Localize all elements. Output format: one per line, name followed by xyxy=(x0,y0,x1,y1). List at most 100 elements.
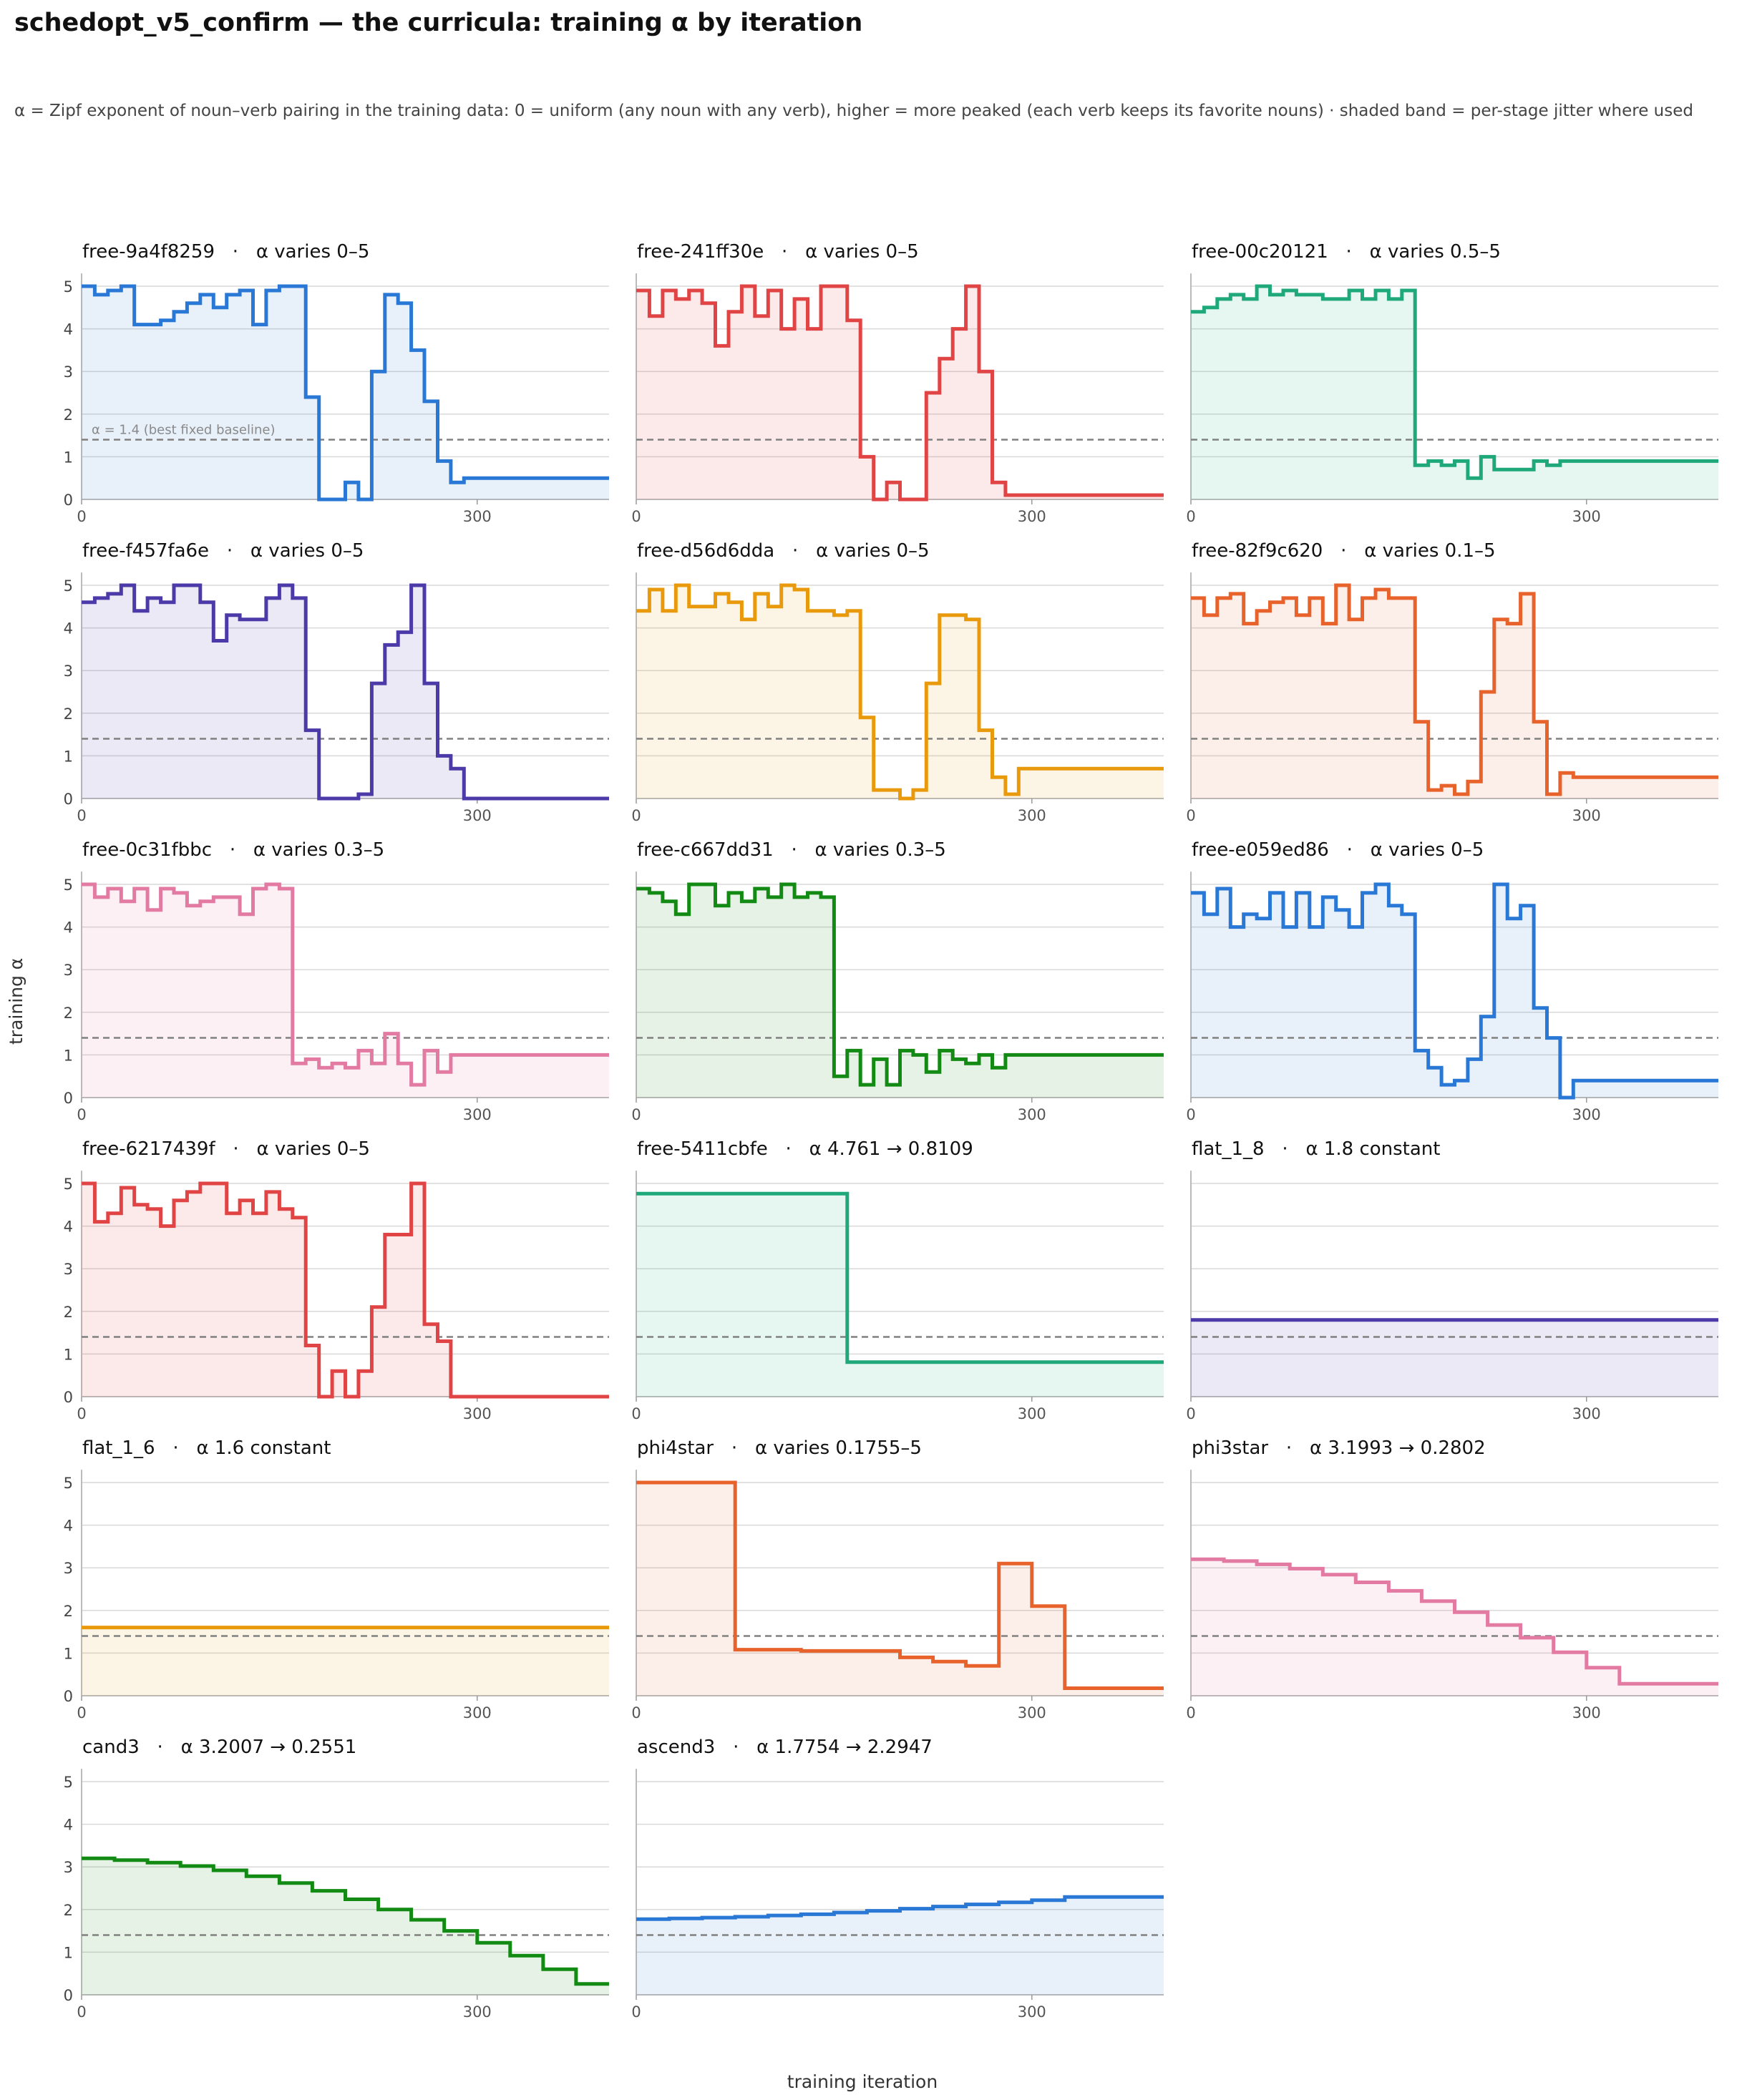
series-line xyxy=(636,284,1164,502)
y-tick-label: 3 xyxy=(64,663,73,680)
y-tick-label: 3 xyxy=(64,962,73,979)
series-line xyxy=(636,882,1164,1087)
page-subtitle: α = Zipf exponent of noun–verb pairing i… xyxy=(14,102,1693,120)
y-tick-label: 4 xyxy=(64,321,73,338)
panel-ascend3: 0 300 ascend3 · α 1.7754 → 2.2947 xyxy=(631,1737,1164,2021)
x-axis-label: training iteration xyxy=(787,2071,938,2092)
panel-title: free-6217439f · α varies 0–5 xyxy=(82,1138,370,1160)
panel-free-d56d6dda: 0 300 free-d56d6dda · α varies 0–5 xyxy=(631,540,1164,824)
panel-title: phi3star · α 3.1993 → 0.2802 xyxy=(1192,1437,1486,1459)
series-line xyxy=(1191,284,1718,480)
x-tick-label: 300 xyxy=(463,1405,492,1422)
y-tick-label: 3 xyxy=(64,1859,73,1876)
y-tick-label: 3 xyxy=(64,363,73,381)
y-tick-label: 5 xyxy=(64,1176,73,1193)
series-area xyxy=(82,1183,609,1397)
y-tick-label: 4 xyxy=(64,1518,73,1535)
y-tick-label: 0 xyxy=(64,1090,73,1107)
x-tick-label: 0 xyxy=(77,1106,86,1123)
y-tick-label: 2 xyxy=(64,1005,73,1022)
x-tick-label: 300 xyxy=(1018,1405,1046,1422)
series-area xyxy=(82,286,609,499)
panel-free-0c31fbbc: 0 1 2 3 4 5 0 300 free-0c31fbbc · α varies 0.3–5 xyxy=(64,839,609,1123)
x-tick-label: 0 xyxy=(77,2003,86,2021)
y-tick-label: 5 xyxy=(64,1774,73,1791)
panel-phi3star: 0 300 phi3star · α 3.1993 → 0.2802 xyxy=(1186,1437,1718,1721)
x-tick-label: 300 xyxy=(1018,508,1046,525)
panel-free-00c20121: 0 300 free-00c20121 · α varies 0.5–5 xyxy=(1186,241,1718,525)
series-area xyxy=(636,585,1164,799)
y-tick-label: 5 xyxy=(64,278,73,296)
x-tick-label: 300 xyxy=(463,1106,492,1123)
series-line xyxy=(636,583,1164,801)
y-tick-label: 5 xyxy=(64,1475,73,1492)
panel-free-e059ed86: 0 300 free-e059ed86 · α varies 0–5 xyxy=(1186,839,1718,1123)
panel-free-5411cbfe: 0 300 free-5411cbfe · α 4.761 → 0.8109 xyxy=(631,1138,1164,1422)
panel-title: cand3 · α 3.2007 → 0.2551 xyxy=(82,1737,356,1758)
series-area xyxy=(1191,585,1718,799)
y-tick-label: 0 xyxy=(64,1688,73,1705)
y-tick-label: 4 xyxy=(64,620,73,638)
panel-cand3: 0 1 2 3 4 5 0 300 cand3 · α 3.2007 → 0.2551 xyxy=(64,1737,609,2021)
y-tick-label: 1 xyxy=(64,1346,73,1363)
x-tick-label: 300 xyxy=(463,508,492,525)
y-tick-label: 1 xyxy=(64,449,73,466)
x-tick-label: 300 xyxy=(1018,1704,1046,1721)
x-tick-label: 0 xyxy=(77,508,86,525)
y-tick-label: 2 xyxy=(64,406,73,424)
series-line xyxy=(636,1895,1164,1921)
x-tick-label: 0 xyxy=(631,807,641,824)
panel-flat_1_8: 0 300 flat_1_8 · α 1.8 constant xyxy=(1186,1138,1718,1422)
x-tick-label: 300 xyxy=(463,1704,492,1721)
series-area xyxy=(636,1483,1164,1696)
series-line xyxy=(82,1181,609,1399)
x-tick-label: 0 xyxy=(631,1106,641,1123)
panel-free-82f9c620: 0 300 free-82f9c620 · α varies 0.1–5 xyxy=(1186,540,1718,824)
y-tick-label: 5 xyxy=(64,876,73,894)
panel-title: flat_1_6 · α 1.6 constant xyxy=(82,1437,331,1459)
x-tick-label: 0 xyxy=(77,1405,86,1422)
panel-title: free-82f9c620 · α varies 0.1–5 xyxy=(1192,540,1496,562)
y-tick-label: 0 xyxy=(64,492,73,509)
series-line xyxy=(82,882,609,1087)
panel-title: ascend3 · α 1.7754 → 2.2947 xyxy=(637,1737,933,1758)
x-tick-label: 300 xyxy=(1572,1704,1601,1721)
baseline-label: α = 1.4 (best fixed baseline) xyxy=(92,423,276,438)
panel-free-9a4f8259: 0 1 2 3 4 5 0 300 α = 1.4 (best fixed baseline) f… xyxy=(64,241,609,525)
x-tick-label: 0 xyxy=(631,1405,641,1422)
series-area xyxy=(82,1627,609,1696)
series-area xyxy=(82,1858,609,1995)
x-tick-label: 0 xyxy=(631,508,641,525)
y-tick-label: 1 xyxy=(64,1944,73,1961)
x-tick-label: 300 xyxy=(1018,807,1046,824)
y-tick-label: 0 xyxy=(64,1389,73,1406)
x-tick-label: 0 xyxy=(631,2003,641,2021)
x-tick-label: 300 xyxy=(1572,1405,1601,1422)
panel-title: free-0c31fbbc · α varies 0.3–5 xyxy=(82,839,384,861)
series-area xyxy=(1191,1559,1718,1696)
x-tick-label: 300 xyxy=(463,807,492,824)
series-area xyxy=(1191,286,1718,499)
series-area xyxy=(82,884,609,1098)
x-tick-label: 300 xyxy=(1018,2003,1046,2021)
panel-free-c667dd31: 0 300 free-c667dd31 · α varies 0.3–5 xyxy=(631,839,1164,1123)
panel-title: free-f457fa6e · α varies 0–5 xyxy=(82,540,364,562)
y-tick-label: 4 xyxy=(64,1219,73,1236)
x-tick-label: 0 xyxy=(631,1704,641,1721)
x-tick-label: 0 xyxy=(77,807,86,824)
series-area xyxy=(636,1897,1164,1995)
y-tick-label: 1 xyxy=(64,1645,73,1662)
panel-title: free-e059ed86 · α varies 0–5 xyxy=(1192,839,1484,861)
x-tick-label: 0 xyxy=(1186,1405,1195,1422)
series-line xyxy=(636,1191,1164,1364)
panel-title: free-241ff30e · α varies 0–5 xyxy=(637,241,919,263)
panel-title: free-9a4f8259 · α varies 0–5 xyxy=(82,241,369,263)
panel-title: free-5411cbfe · α 4.761 → 0.8109 xyxy=(637,1138,973,1160)
y-tick-label: 0 xyxy=(64,1987,73,2004)
y-tick-label: 0 xyxy=(64,791,73,808)
panel-title: free-c667dd31 · α varies 0.3–5 xyxy=(637,839,946,861)
y-tick-label: 3 xyxy=(64,1560,73,1577)
series-line xyxy=(82,284,609,502)
panel-title: phi4star · α varies 0.1755–5 xyxy=(637,1437,922,1459)
